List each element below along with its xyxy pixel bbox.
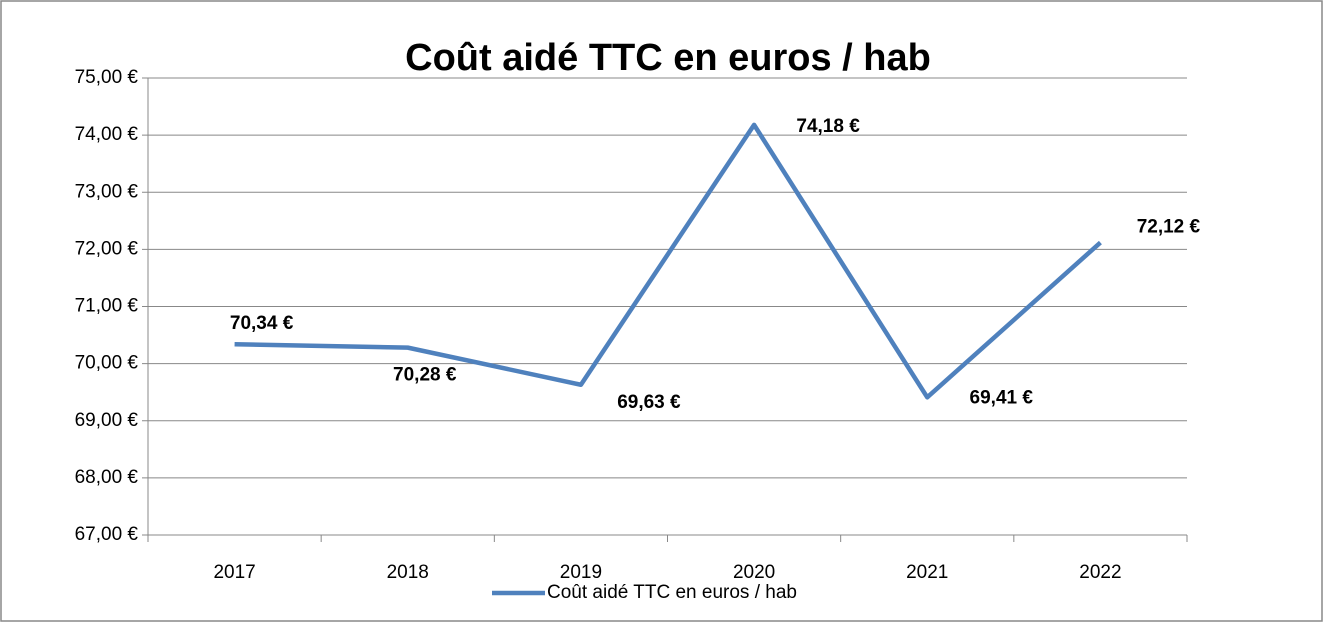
x-tick-label: 2021 bbox=[906, 562, 948, 583]
data-label: 70,34 € bbox=[230, 313, 294, 334]
x-tick-label: 2020 bbox=[733, 562, 775, 583]
y-tick-label: 70,00 € bbox=[75, 353, 139, 374]
data-label: 74,18 € bbox=[796, 116, 860, 137]
data-label: 69,41 € bbox=[970, 387, 1034, 408]
chart-title: Coût aidé TTC en euros / hab bbox=[405, 37, 931, 79]
data-label: 72,12 € bbox=[1137, 217, 1201, 238]
y-tick-label: 74,00 € bbox=[75, 124, 139, 145]
y-tick-label: 67,00 € bbox=[75, 524, 139, 545]
data-line bbox=[234, 122, 1102, 400]
data-label: 70,28 € bbox=[393, 365, 457, 386]
x-tick-label: 2022 bbox=[1079, 562, 1121, 583]
y-tick-label: 71,00 € bbox=[75, 296, 139, 317]
y-tick-label: 75,00 € bbox=[75, 67, 139, 88]
y-tick-label: 73,00 € bbox=[75, 181, 139, 202]
y-tick-label: 69,00 € bbox=[75, 410, 139, 431]
x-tick-label: 2019 bbox=[560, 562, 602, 583]
data-label: 69,63 € bbox=[617, 392, 681, 413]
x-tick-label: 2018 bbox=[387, 562, 429, 583]
y-tick-label: 68,00 € bbox=[75, 467, 139, 488]
x-tick-label: 2017 bbox=[213, 562, 255, 583]
y-tick-label: 72,00 € bbox=[75, 238, 139, 259]
legend-label: Coût aidé TTC en euros / hab bbox=[547, 582, 797, 603]
